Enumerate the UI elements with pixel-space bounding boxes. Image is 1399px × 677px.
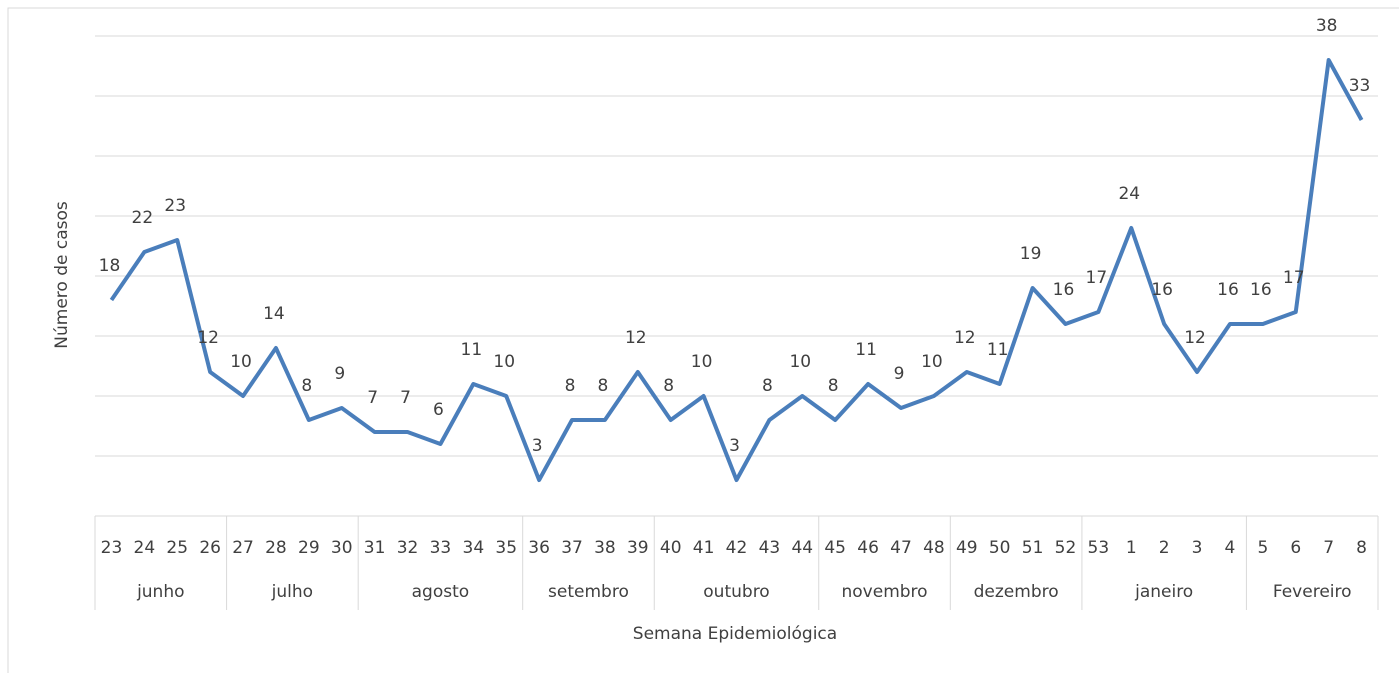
x-tick-label: 42: [726, 538, 748, 558]
chart-border: [7, 7, 1399, 677]
data-label: 8: [565, 376, 576, 396]
x-tick-label: 31: [364, 538, 386, 558]
x-tick-label: 35: [495, 538, 517, 558]
x-tick-label: 51: [1022, 538, 1044, 558]
data-label: 16: [1151, 280, 1173, 300]
data-label: 11: [461, 340, 483, 360]
x-tick-label: 3: [1192, 538, 1203, 558]
x-tick-label: 28: [265, 538, 287, 558]
data-label: 24: [1118, 184, 1140, 204]
x-tick-label: 43: [759, 538, 781, 558]
data-label: 11: [855, 340, 877, 360]
data-label: 19: [1020, 244, 1042, 264]
data-label: 12: [625, 328, 647, 348]
x-tick-label: 33: [430, 538, 452, 558]
data-label: 8: [828, 376, 839, 396]
x-tick-label: 8: [1356, 538, 1367, 558]
data-label: 38: [1316, 16, 1338, 36]
data-label: 3: [729, 436, 740, 456]
x-tick-label: 6: [1290, 538, 1301, 558]
data-label: 14: [263, 304, 285, 324]
x-tick-label: 36: [528, 538, 550, 558]
data-label: 10: [921, 352, 943, 372]
data-label: 7: [367, 388, 378, 408]
data-label: 8: [301, 376, 312, 396]
x-tick-label: 24: [134, 538, 156, 558]
data-label: 22: [132, 208, 154, 228]
data-label: 10: [493, 352, 515, 372]
x-tick-label: 39: [627, 538, 649, 558]
group-label: dezembro: [974, 582, 1059, 602]
x-tick-label: 5: [1257, 538, 1268, 558]
x-tick-label: 25: [166, 538, 188, 558]
data-label: 12: [1184, 328, 1206, 348]
x-tick-label: 52: [1055, 538, 1077, 558]
x-tick-label: 45: [824, 538, 846, 558]
data-label: 3: [532, 436, 543, 456]
data-label: 18: [99, 256, 121, 276]
group-label: Fevereiro: [1273, 582, 1352, 602]
x-tick-label: 49: [956, 538, 978, 558]
x-tick-label: 38: [594, 538, 616, 558]
x-tick-label: 48: [923, 538, 945, 558]
x-tick-label: 26: [199, 538, 221, 558]
x-tick-label: 32: [397, 538, 419, 558]
x-tick-label: 46: [857, 538, 879, 558]
data-label: 16: [1217, 280, 1239, 300]
group-label: junho: [136, 582, 184, 602]
data-label: 12: [954, 328, 976, 348]
data-label: 23: [164, 196, 186, 216]
x-tick-label: 7: [1323, 538, 1334, 558]
x-tick-label: 40: [660, 538, 682, 558]
line: [109, 58, 1364, 482]
x-tick-label: 47: [890, 538, 912, 558]
group-label: outubro: [703, 582, 769, 602]
data-label: 16: [1250, 280, 1272, 300]
x-tick-label: 44: [791, 538, 813, 558]
data-label: 10: [230, 352, 252, 372]
x-tick-label: 1: [1126, 538, 1137, 558]
group-label: agosto: [412, 582, 470, 602]
data-label: 6: [433, 400, 444, 420]
x-tick-label: 27: [232, 538, 254, 558]
data-label: 33: [1349, 76, 1371, 96]
data-label: 10: [691, 352, 713, 372]
data-label: 10: [789, 352, 811, 372]
y-axis-title: Número de casos: [52, 201, 72, 349]
data-label: 16: [1053, 280, 1075, 300]
x-tick-label: 29: [298, 538, 320, 558]
x-tick-label: 53: [1088, 538, 1110, 558]
x-tick-label: 30: [331, 538, 353, 558]
data-label: 8: [597, 376, 608, 396]
group-label: janeiro: [1134, 582, 1193, 602]
group-label: setembro: [548, 582, 629, 602]
group-label: julho: [271, 582, 313, 602]
x-axis-title: Semana Epidemiológica: [633, 624, 837, 644]
x-tick-label: 50: [989, 538, 1011, 558]
data-label: 9: [334, 364, 345, 384]
x-tick-label: 37: [561, 538, 583, 558]
data-label: 17: [1283, 268, 1305, 288]
data-label: 7: [400, 388, 411, 408]
x-tick-label: 41: [693, 538, 715, 558]
x-tick-label: 34: [463, 538, 485, 558]
group-label: novembro: [842, 582, 928, 602]
x-tick-label: 23: [101, 538, 123, 558]
data-label: 12: [197, 328, 219, 348]
x-tick-label: 2: [1159, 538, 1170, 558]
data-label: 17: [1086, 268, 1108, 288]
x-tick-label: 4: [1225, 538, 1236, 558]
data-label: 8: [663, 376, 674, 396]
data-label: 9: [894, 364, 905, 384]
data-label: 11: [987, 340, 1009, 360]
data-label: 8: [762, 376, 773, 396]
